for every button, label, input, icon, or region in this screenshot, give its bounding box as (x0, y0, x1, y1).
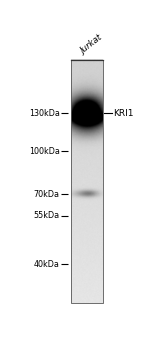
Text: 40kDa: 40kDa (34, 260, 60, 269)
Text: Jurkat: Jurkat (79, 34, 105, 56)
Text: 130kDa: 130kDa (29, 109, 60, 118)
Text: 70kDa: 70kDa (33, 190, 60, 199)
Text: KRI1: KRI1 (113, 109, 133, 118)
Bar (71, 60, 103, 303)
Text: 100kDa: 100kDa (29, 147, 60, 156)
Text: 55kDa: 55kDa (33, 211, 60, 220)
